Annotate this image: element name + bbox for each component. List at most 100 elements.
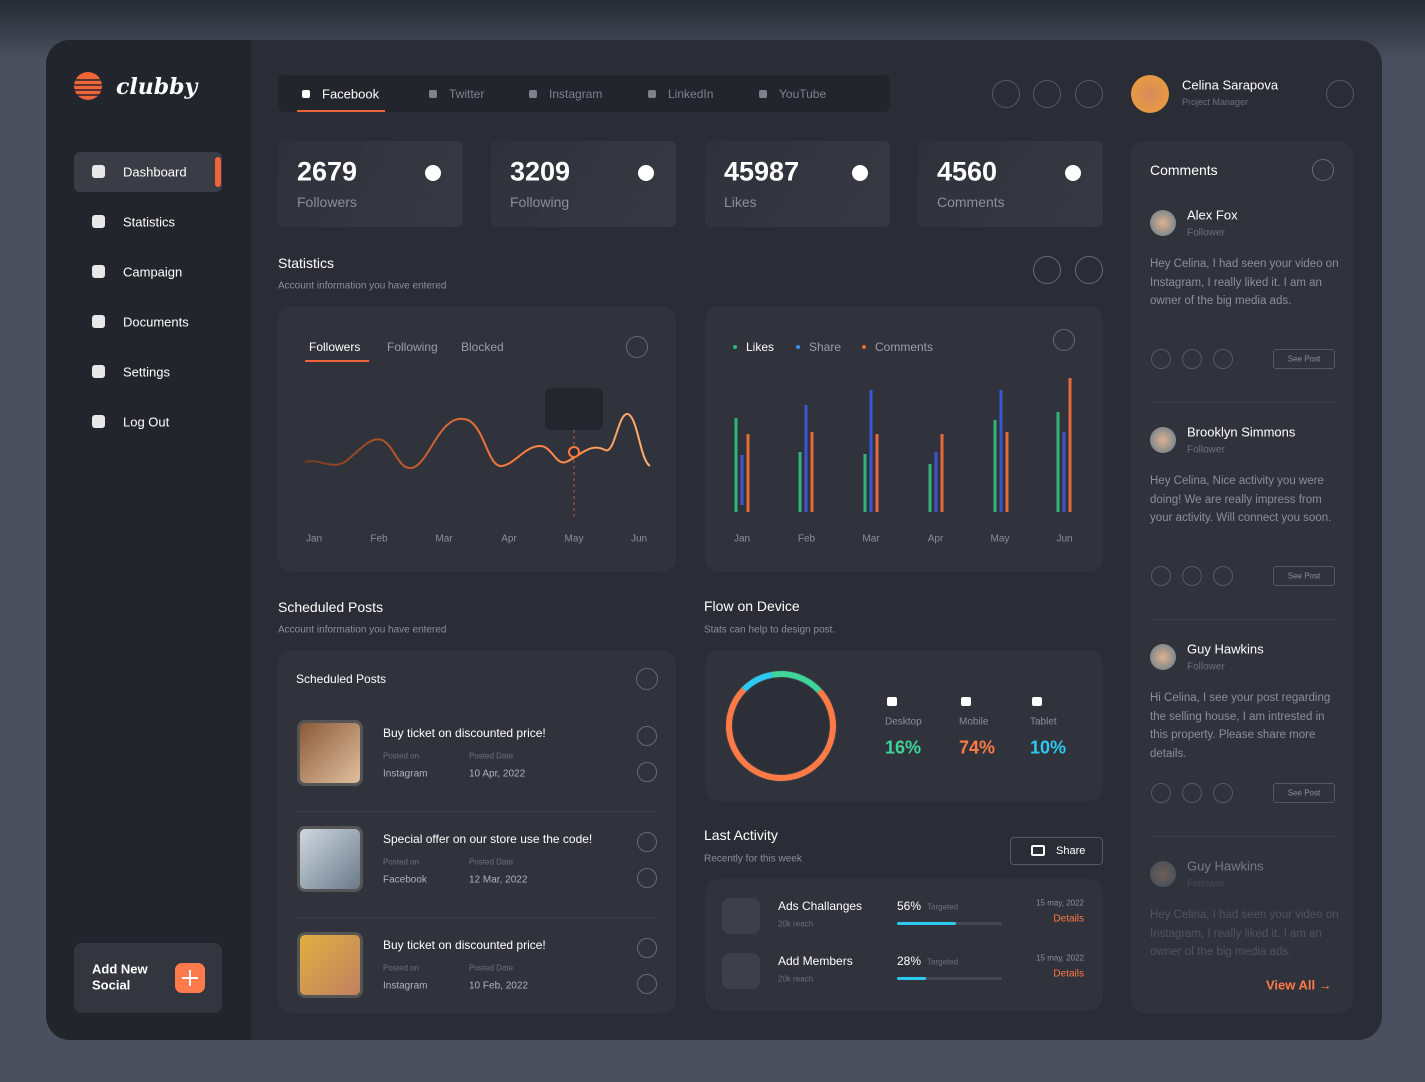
nav-item[interactable]: Statistics xyxy=(123,214,176,230)
comment-action[interactable] xyxy=(1213,783,1233,803)
more-button[interactable] xyxy=(1312,159,1334,181)
comment-name: Brooklyn Simmons xyxy=(1187,424,1296,440)
delete-button[interactable] xyxy=(637,868,657,888)
view-all-link[interactable]: View All → xyxy=(1266,977,1332,993)
comment-text: Hey Celina, I had seen your video on Ins… xyxy=(1150,909,1339,958)
activity-reach: 20k reach xyxy=(778,974,814,984)
comment-avatar xyxy=(1150,210,1176,236)
divider xyxy=(296,917,658,918)
stat-card xyxy=(918,141,1103,227)
stat-value: 3209 xyxy=(510,156,571,187)
pager-button[interactable] xyxy=(1033,256,1061,284)
pager-button[interactable] xyxy=(1075,256,1103,284)
comment-action[interactable] xyxy=(1151,349,1171,369)
social-tab[interactable]: Facebook xyxy=(322,86,380,102)
see-post-label: See Post xyxy=(1287,354,1321,364)
header-icon-button[interactable] xyxy=(1075,80,1103,108)
tooltip-value: 7320 xyxy=(556,403,592,420)
comment-action[interactable] xyxy=(1151,783,1171,803)
post-label: Posted on xyxy=(383,963,420,973)
edit-button[interactable] xyxy=(637,726,657,746)
nav-icon xyxy=(92,265,105,278)
brand: clubby xyxy=(116,74,198,100)
avatar xyxy=(1131,75,1169,113)
edit-button[interactable] xyxy=(637,832,657,852)
nav-item[interactable]: Log Out xyxy=(123,414,170,430)
comment-text: Hey Celina, Nice activity you were doing… xyxy=(1150,475,1332,524)
nav-item[interactable]: Settings xyxy=(123,364,170,380)
more-button[interactable] xyxy=(1053,329,1075,351)
post-image xyxy=(297,932,363,998)
divider xyxy=(1150,619,1340,620)
chart-tab-underline xyxy=(305,360,369,362)
post-label: Posted on xyxy=(383,751,420,761)
user-menu[interactable] xyxy=(1326,80,1354,108)
social-tab[interactable]: YouTube xyxy=(779,87,827,101)
x-tick-label: Feb xyxy=(370,533,388,545)
nav-item[interactable]: Campaign xyxy=(123,264,183,280)
stat-value: 2679 xyxy=(297,156,358,187)
x-tick-label: Mar xyxy=(435,533,453,545)
share-icon xyxy=(1031,845,1045,856)
nav-item[interactable]: Dashboard xyxy=(123,164,187,180)
comment-action[interactable] xyxy=(1213,349,1233,369)
comment-role: Follower xyxy=(1187,444,1225,456)
share-button[interactable] xyxy=(1010,837,1103,865)
post-image xyxy=(297,720,363,786)
legend-entry[interactable]: Likes xyxy=(746,340,775,354)
post-image xyxy=(297,826,363,892)
post-platform: Facebook xyxy=(383,874,427,886)
edit-button[interactable] xyxy=(637,938,657,958)
see-post-button[interactable] xyxy=(1273,349,1335,369)
see-post-button[interactable] xyxy=(1273,566,1335,586)
nav-icon xyxy=(92,415,105,428)
chart-tab[interactable]: Blocked xyxy=(461,340,504,354)
comment-action[interactable] xyxy=(1182,349,1202,369)
share-label: Share xyxy=(1056,845,1086,857)
social-tab[interactable]: Twitter xyxy=(449,87,485,101)
details-link[interactable]: Details xyxy=(1053,968,1084,980)
nav-icon xyxy=(92,215,105,228)
post-date: 10 Feb, 2022 xyxy=(469,980,528,992)
stat-value: 4560 xyxy=(937,156,998,187)
activity-name: Add Members xyxy=(778,954,853,968)
delete-button[interactable] xyxy=(637,974,657,994)
user-name: Celina Sarapova xyxy=(1182,77,1279,93)
more-button[interactable] xyxy=(636,668,658,690)
comment-action[interactable] xyxy=(1182,566,1202,586)
header-icon-button[interactable] xyxy=(1033,80,1061,108)
nav-item[interactable]: Documents xyxy=(123,314,189,330)
x-tick-label: Apr xyxy=(501,533,517,545)
device-icon xyxy=(961,697,971,706)
see-post-button[interactable] xyxy=(1273,783,1335,803)
social-tab[interactable]: LinkedIn xyxy=(668,87,714,101)
legend-entry[interactable]: Comments xyxy=(875,340,934,354)
progress-fill xyxy=(897,977,927,980)
comment-action[interactable] xyxy=(1213,566,1233,586)
details-link[interactable]: Details xyxy=(1053,913,1084,925)
tooltip-date: May 2022 xyxy=(558,393,590,401)
comment-avatar xyxy=(1150,861,1176,887)
post-platform: Instagram xyxy=(383,768,428,780)
x-tick-label: Jan xyxy=(733,533,751,545)
comment-action[interactable] xyxy=(1182,783,1202,803)
x-tick-label: Jan xyxy=(305,533,323,545)
comment-role: Follower xyxy=(1187,227,1225,239)
chart-tab[interactable]: Following xyxy=(387,340,438,354)
x-tick-label: Jun xyxy=(1056,533,1073,545)
nav-active-marker xyxy=(215,157,221,187)
comment-action[interactable] xyxy=(1151,566,1171,586)
legend-entry[interactable]: Share xyxy=(809,340,842,354)
section-subtitle: Account information you have entered xyxy=(278,624,447,636)
more-button[interactable] xyxy=(626,336,648,358)
header-icon-button[interactable] xyxy=(992,80,1020,108)
device-icon xyxy=(1032,697,1042,706)
see-post-label: See Post xyxy=(1287,788,1321,798)
activity-targeted: Targeted xyxy=(927,957,959,967)
section-subtitle: Stats can help to design post. xyxy=(704,624,836,636)
chart-tab[interactable]: Followers xyxy=(309,340,361,354)
device-name: Mobile xyxy=(959,716,989,728)
activity-reach: 20k reach xyxy=(778,919,814,929)
social-tab[interactable]: Instagram xyxy=(549,87,603,101)
delete-button[interactable] xyxy=(637,762,657,782)
